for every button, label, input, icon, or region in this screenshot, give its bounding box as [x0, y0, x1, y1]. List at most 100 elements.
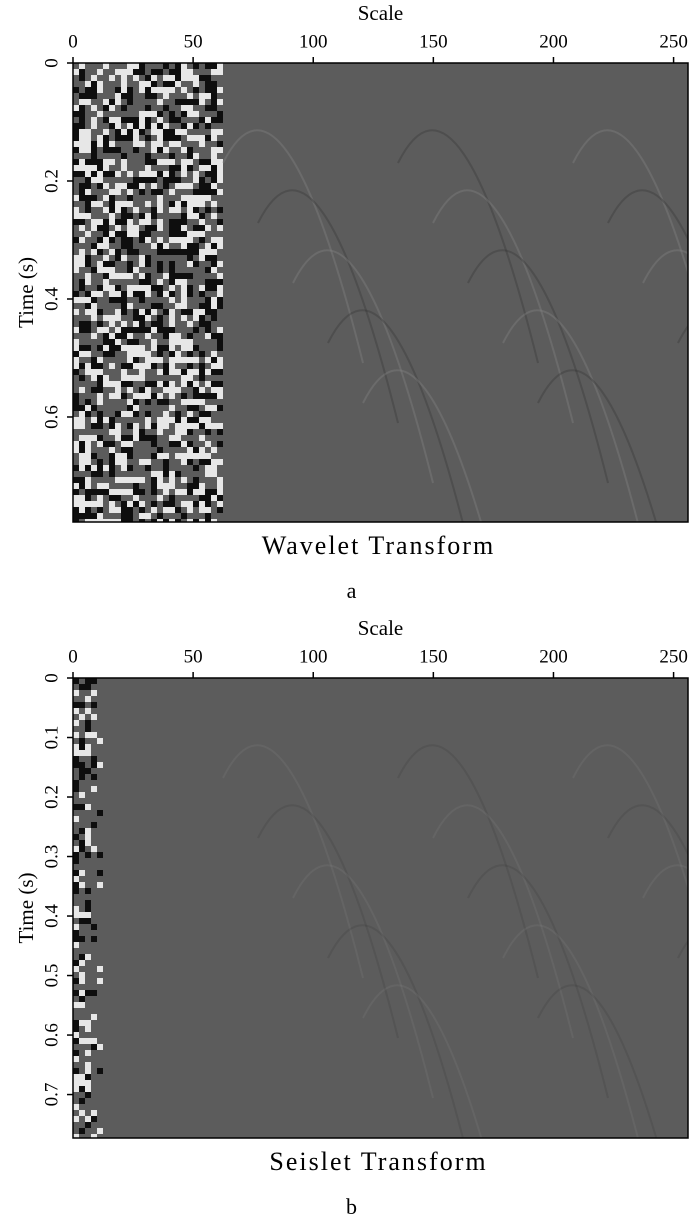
- image-texture: [133, 345, 139, 351]
- image-texture: [193, 261, 199, 267]
- image-texture: [151, 303, 157, 309]
- image-texture: [181, 201, 187, 207]
- image-texture: [73, 135, 79, 141]
- image-texture: [85, 99, 91, 105]
- image-texture: [73, 1086, 79, 1092]
- image-texture: [139, 189, 145, 195]
- image-texture: [205, 243, 211, 249]
- image-texture: [139, 297, 145, 303]
- image-texture: [217, 159, 223, 165]
- image-texture: [97, 1068, 103, 1074]
- image-texture: [85, 303, 91, 309]
- image-texture: [199, 225, 205, 231]
- image-texture: [199, 489, 205, 495]
- image-texture: [169, 219, 175, 225]
- y-tick-label: 0.1: [41, 726, 62, 750]
- image-texture: [157, 261, 163, 267]
- image-texture: [85, 954, 91, 960]
- image-texture: [169, 117, 175, 123]
- image-texture: [157, 483, 163, 489]
- image-texture: [193, 153, 199, 159]
- y-tick-label: 0.2: [41, 169, 62, 193]
- image-texture: [139, 519, 145, 522]
- image-texture: [109, 159, 115, 165]
- image-texture: [73, 489, 79, 495]
- image-texture: [91, 1110, 97, 1116]
- image-texture: [145, 327, 151, 333]
- image-texture: [121, 333, 127, 339]
- image-texture: [181, 513, 187, 519]
- image-texture: [115, 297, 121, 303]
- image-texture: [121, 321, 127, 327]
- image-texture: [127, 333, 133, 339]
- image-texture: [79, 213, 85, 219]
- image-texture: [151, 423, 157, 429]
- image-texture: [121, 135, 127, 141]
- image-texture: [79, 171, 85, 177]
- image-texture: [163, 87, 169, 93]
- image-texture: [211, 495, 217, 501]
- image-texture: [151, 507, 157, 513]
- image-texture: [181, 99, 187, 105]
- image-texture: [151, 345, 157, 351]
- image-texture: [79, 195, 85, 201]
- image-texture: [193, 249, 199, 255]
- image-texture: [157, 285, 163, 291]
- image-texture: [79, 483, 85, 489]
- image-texture: [175, 63, 181, 69]
- image-texture: [91, 363, 97, 369]
- image-texture: [217, 219, 223, 225]
- panel-caption: a: [347, 578, 357, 603]
- image-texture: [127, 405, 133, 411]
- image-texture: [85, 327, 91, 333]
- image-texture: [73, 732, 79, 738]
- image-texture: [127, 123, 133, 129]
- image-texture: [175, 201, 181, 207]
- image-texture: [79, 774, 85, 780]
- image-texture: [217, 327, 223, 333]
- image-texture: [181, 381, 187, 387]
- image-texture: [163, 159, 169, 165]
- image-texture: [205, 75, 211, 81]
- image-texture: [97, 465, 103, 471]
- image-texture: [187, 105, 193, 111]
- image-texture: [73, 888, 79, 894]
- image-texture: [193, 171, 199, 177]
- image-texture: [127, 225, 133, 231]
- image-texture: [199, 303, 205, 309]
- image-texture: [73, 501, 79, 507]
- image-texture: [169, 69, 175, 75]
- image-texture: [85, 834, 91, 840]
- image-texture: [151, 363, 157, 369]
- y-tick-label: 0.2: [41, 785, 62, 809]
- image-texture: [109, 147, 115, 153]
- image-texture: [217, 345, 223, 351]
- image-texture: [145, 333, 151, 339]
- image-texture: [85, 888, 91, 894]
- image-texture: [109, 381, 115, 387]
- image-texture: [73, 291, 79, 297]
- image-texture: [73, 936, 79, 942]
- image-texture: [217, 405, 223, 411]
- image-texture: [79, 345, 85, 351]
- image-texture: [127, 261, 133, 267]
- image-texture: [151, 477, 157, 483]
- x-tick-label: 150: [419, 31, 448, 52]
- y-tick-label: 0.4: [41, 287, 62, 311]
- image-texture: [139, 111, 145, 117]
- image-texture: [91, 1038, 97, 1044]
- image-texture: [97, 501, 103, 507]
- image-texture: [115, 207, 121, 213]
- image-texture: [157, 399, 163, 405]
- image-texture: [97, 387, 103, 393]
- image-texture: [145, 255, 151, 261]
- image-texture: [73, 1026, 79, 1032]
- image-texture: [97, 417, 103, 423]
- image-texture: [79, 255, 85, 261]
- image-texture: [91, 762, 97, 768]
- image-texture: [121, 237, 127, 243]
- image-texture: [187, 405, 193, 411]
- image-texture: [187, 483, 193, 489]
- image-texture: [205, 135, 211, 141]
- image-texture: [79, 684, 85, 690]
